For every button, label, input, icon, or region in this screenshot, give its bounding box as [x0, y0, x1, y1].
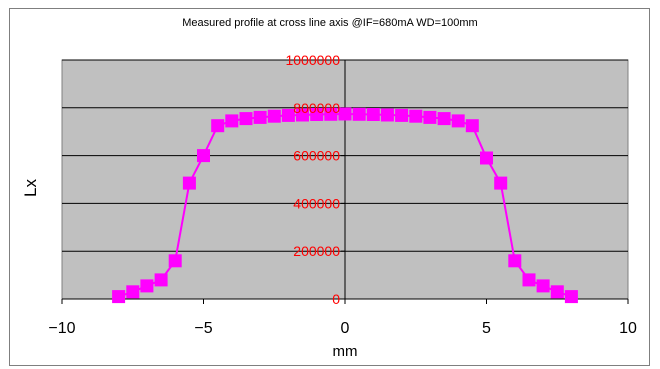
x-tick-label: 5: [482, 320, 491, 337]
y-tick-label: 400000: [293, 195, 340, 211]
data-point-marker: [239, 112, 253, 126]
data-point-marker: [465, 119, 479, 133]
data-point-marker: [126, 285, 140, 299]
data-point-marker: [522, 273, 536, 287]
x-tick-label: 10: [619, 320, 637, 337]
data-point-marker: [281, 108, 295, 122]
data-point-marker: [168, 254, 182, 268]
data-point-marker: [395, 108, 409, 122]
data-point-marker: [536, 279, 550, 293]
data-point-marker: [338, 107, 352, 121]
data-point-marker: [423, 110, 437, 124]
data-point-marker: [437, 112, 451, 126]
data-point-marker: [451, 114, 465, 128]
data-point-marker: [140, 279, 154, 293]
data-point-marker: [494, 176, 508, 190]
data-point-marker: [480, 151, 493, 165]
y-tick-label: 1000000: [285, 52, 340, 68]
x-axis-label: mm: [332, 343, 358, 360]
y-tick-label: 0: [332, 291, 340, 307]
data-point-marker: [366, 108, 380, 121]
y-tick-label: 800000: [293, 100, 340, 116]
data-point-marker: [352, 107, 366, 121]
data-point-marker: [310, 108, 324, 121]
x-tick-label: −10: [48, 320, 75, 337]
data-point-marker: [324, 107, 338, 121]
chart-title: Measured profile at cross line axis @IF=…: [182, 17, 478, 29]
data-point-marker: [380, 108, 394, 122]
x-tick-label: −5: [194, 320, 212, 337]
data-point-marker: [296, 108, 309, 122]
data-point-marker: [508, 254, 522, 268]
y-tick-label: 600000: [293, 148, 340, 164]
data-point-marker: [197, 149, 210, 163]
data-point-marker: [154, 273, 168, 287]
data-point-marker: [267, 109, 281, 123]
data-point-marker: [253, 110, 267, 124]
data-point-marker: [564, 290, 578, 304]
data-point-marker: [182, 176, 196, 190]
label-layer: −10 −5 0 5 10 0 200000 400000 600000 800000 100000…: [48, 52, 637, 337]
series-layer: [112, 107, 578, 304]
data-point-marker: [225, 114, 239, 128]
y-tick-label: 200000: [293, 243, 340, 259]
data-point-marker: [409, 109, 423, 123]
x-tick-label: 0: [341, 320, 350, 337]
data-point-marker: [550, 285, 564, 299]
data-point-marker: [211, 119, 225, 133]
data-point-marker: [112, 290, 126, 304]
